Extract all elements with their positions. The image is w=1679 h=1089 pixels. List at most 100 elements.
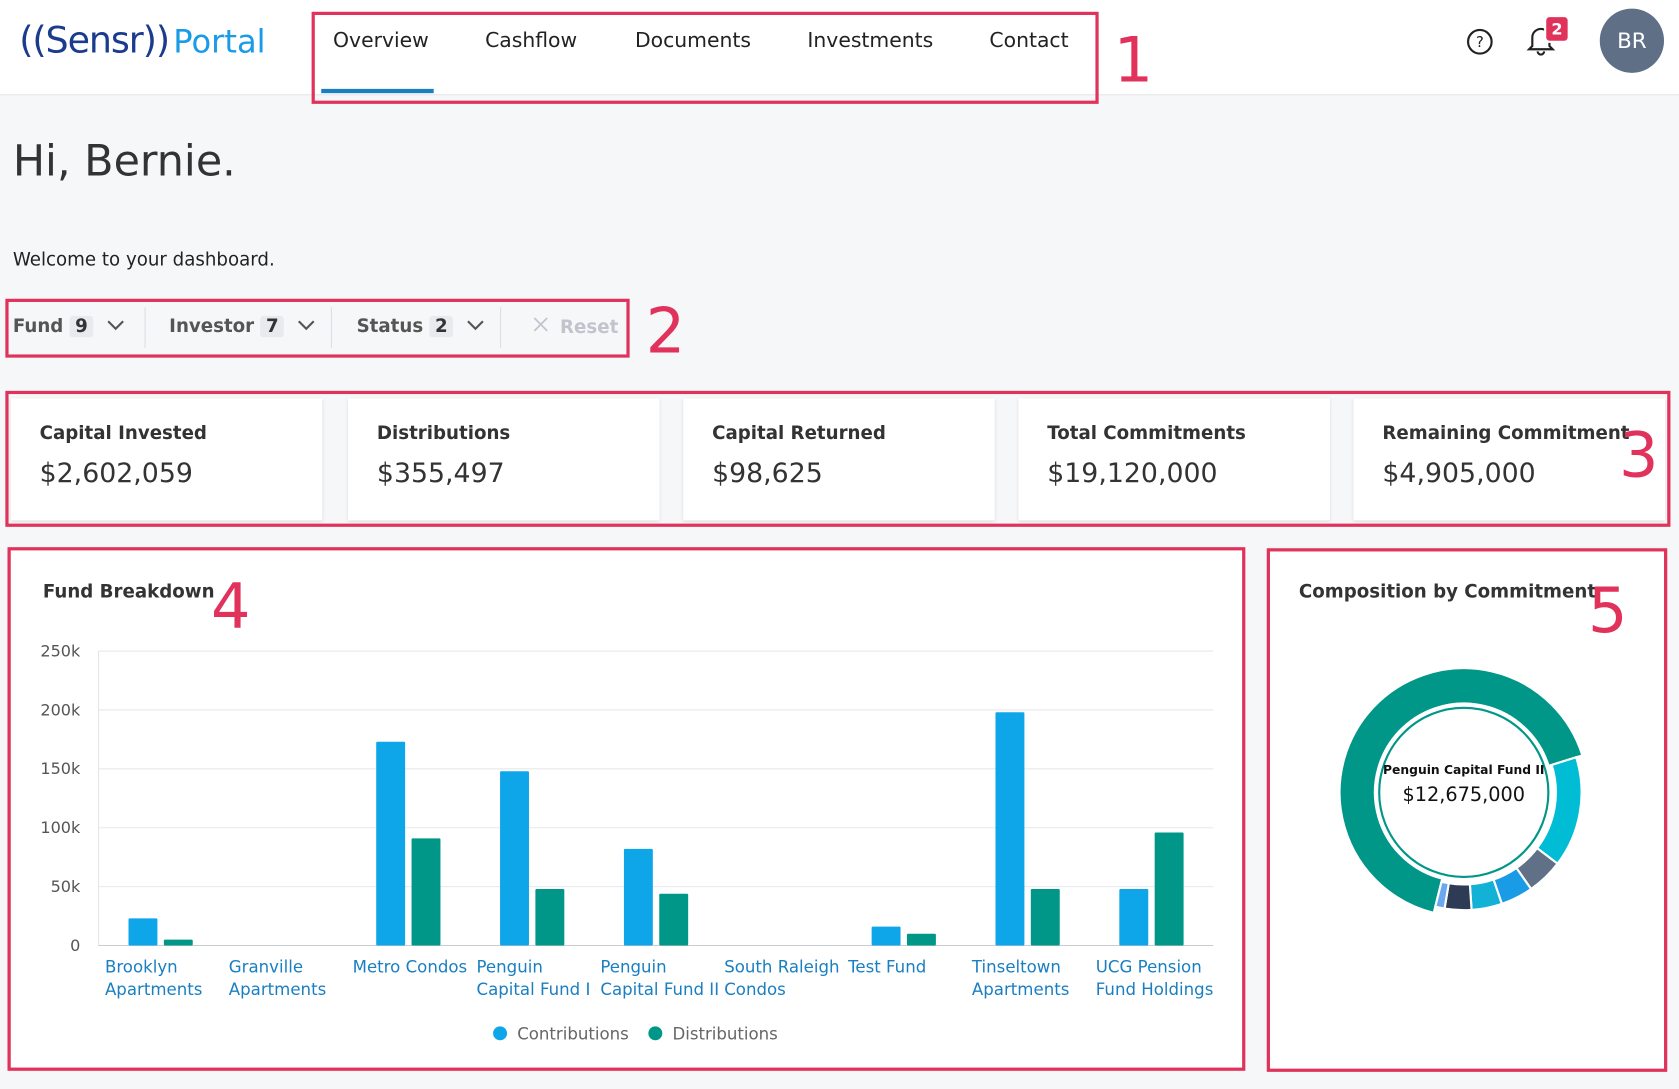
chevron <box>467 320 484 331</box>
nav-item[interactable]: Cashflow <box>485 28 578 53</box>
reset-x <box>533 317 548 332</box>
annotation-box <box>5 390 1671 527</box>
reset-icon <box>533 317 548 332</box>
reset-button[interactable]: Reset <box>532 316 618 338</box>
bar <box>659 893 689 946</box>
bar <box>1119 888 1149 946</box>
kpi-card: Distributions $355,497 <box>348 398 660 521</box>
legend-label: Contributions <box>517 1025 629 1044</box>
annotation-number: 5 <box>1587 573 1628 647</box>
legend-label: Distributions <box>672 1025 777 1044</box>
notification-badge: 2 <box>1544 14 1570 43</box>
x-tick-label[interactable]: Granville Apartments <box>228 957 327 1000</box>
donut-center-name: Penguin Capital Fund II <box>1383 763 1544 777</box>
nav-item[interactable]: Contact <box>989 28 1069 53</box>
kpi-card: Capital Returned $98,625 <box>683 398 995 521</box>
logo-mark: ((Sensr)) <box>19 19 170 63</box>
chevron-path <box>298 320 315 331</box>
bar <box>500 771 529 946</box>
donut-segment <box>1433 880 1450 910</box>
bar <box>1154 832 1184 946</box>
kpi-value: $4,905,000 <box>1382 457 1536 489</box>
annotation-box <box>311 11 1099 104</box>
chevron-path <box>467 320 484 331</box>
legend-swatch <box>648 1026 663 1041</box>
filter-count: 7 <box>260 315 284 338</box>
kpi-label: Remaining Commitment <box>1382 422 1630 445</box>
bar <box>906 933 936 946</box>
x-tick-label[interactable]: Metro Condos <box>352 957 468 977</box>
x-tick-label[interactable]: Tinseltown Apartments <box>971 957 1070 1000</box>
bar <box>535 888 565 946</box>
kpi-value: $98,625 <box>712 457 823 489</box>
svg-text:?: ? <box>1476 33 1484 51</box>
y-tick-label: 150k <box>40 759 81 778</box>
x-tick-label[interactable]: Test Fund <box>848 957 927 977</box>
nav-item[interactable]: Documents <box>634 28 751 53</box>
y-tick-label: 200k <box>40 700 81 719</box>
filter-dropdown[interactable]: Fund 9 <box>12 315 125 338</box>
bar <box>163 939 193 946</box>
filter-label: Status <box>356 315 424 338</box>
filter-count: 9 <box>69 315 94 338</box>
welcome: Welcome to your dashboard. <box>12 249 275 271</box>
y-tick-label: 50k <box>51 877 81 896</box>
bar <box>411 838 441 946</box>
kpi-label: Capital Invested <box>39 422 207 445</box>
chevron <box>107 320 124 331</box>
bar <box>623 848 653 946</box>
chevron <box>298 320 315 331</box>
y-tick-label: 250k <box>40 641 81 660</box>
bar <box>1030 888 1060 946</box>
legend-swatch <box>493 1026 508 1041</box>
annotation-box <box>7 547 1246 1071</box>
help-icon[interactable]: ? <box>1465 27 1497 59</box>
kpi-card: Total Commitments $19,120,000 <box>1018 398 1330 521</box>
nav-underline <box>321 88 434 94</box>
filter-separator <box>500 307 502 349</box>
filter-separator <box>144 307 146 349</box>
donut-segment <box>1338 667 1584 915</box>
annotation-box <box>5 298 630 358</box>
kpi-value: $19,120,000 <box>1047 457 1218 489</box>
greeting: Hi, Bernie. <box>12 137 236 187</box>
filter-label: Investor <box>169 315 255 338</box>
bar-chart: 0 50k 100k 150k 200k 250k Contributions Distrib… <box>40 641 1214 1044</box>
x-tick-label[interactable]: UCG Pension Fund Holdings <box>1095 957 1214 1000</box>
x-tick-label[interactable]: Brooklyn Apartments <box>104 957 203 1000</box>
y-tick-label: 0 <box>70 936 80 955</box>
avatar[interactable]: BR <box>1599 8 1665 73</box>
x-tick-label[interactable]: Penguin Capital Fund I <box>476 957 591 1000</box>
kpi-card: Remaining Commitment $4,905,000 <box>1353 398 1666 521</box>
logo-portal: Portal <box>173 23 266 62</box>
chart-title: Composition by Commitment <box>1298 581 1597 603</box>
filter-dropdown[interactable]: Status 2 <box>356 315 486 338</box>
filter-separator <box>330 307 332 349</box>
filter-label: Fund <box>12 315 64 338</box>
composition-card: Composition by Commitment <box>1268 548 1667 1069</box>
kpi-label: Capital Returned <box>712 422 886 445</box>
annotation-number: 4 <box>210 569 251 643</box>
filter-dropdown[interactable]: Investor 7 <box>169 315 316 338</box>
x-tick-label[interactable]: Penguin Capital Fund II <box>600 957 720 1000</box>
kpi-value: $355,497 <box>376 457 505 489</box>
x-tick-label[interactable]: South Raleigh Condos <box>724 957 840 1000</box>
kpi-label: Distributions <box>376 422 511 445</box>
fund-breakdown-card: Fund Breakdown <box>10 548 1243 1069</box>
kpi-value: $2,602,059 <box>39 457 193 489</box>
logo[interactable]: ((Sensr)) Portal <box>19 19 265 62</box>
bar <box>128 918 158 946</box>
header: ((Sensr)) Portal ? 2 BR Overview Cashflow D… <box>0 0 1679 96</box>
y-tick-label: 100k <box>40 818 81 837</box>
kpi-label: Total Commitments <box>1047 422 1246 445</box>
nav-item[interactable]: Overview <box>333 28 429 53</box>
nav-item[interactable]: Investments <box>807 28 934 53</box>
annotation-box <box>1266 548 1668 1072</box>
annotation-number: 3 <box>1619 418 1659 492</box>
donut-inner-ring <box>1378 706 1550 879</box>
kpi-card: Capital Invested $2,602,059 <box>10 398 323 521</box>
donut-center-value: $12,675,000 <box>1402 783 1525 806</box>
chevron-path <box>107 320 124 331</box>
reset-label: Reset <box>560 316 619 339</box>
